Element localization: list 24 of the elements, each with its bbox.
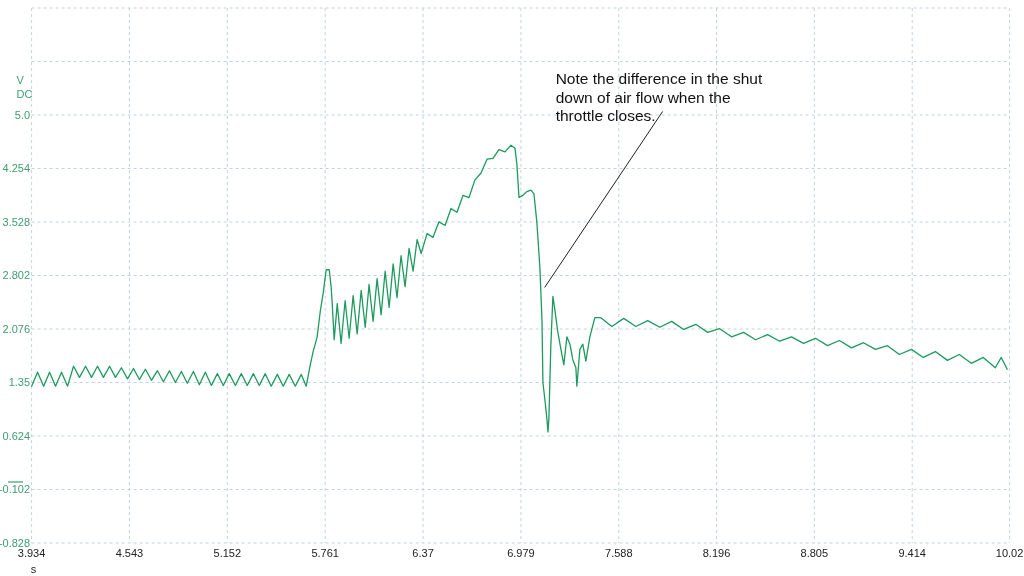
y-tick-label: 3.528 bbox=[2, 215, 31, 228]
y-tick-label: 4.254 bbox=[2, 162, 31, 175]
annotation: Note the difference in the shut down of air flow when the throttle closes. bbox=[555, 70, 763, 125]
x-tick-label: 6.979 bbox=[507, 547, 535, 559]
y-axis-title: V DC bbox=[16, 74, 33, 100]
y-tick-label: 2.802 bbox=[2, 269, 31, 282]
x-tick-label: 7.588 bbox=[605, 547, 633, 559]
x-tick-label: 6.37 bbox=[412, 547, 434, 559]
x-tick-label: 5.761 bbox=[311, 547, 339, 559]
y-tick-label: 0.624 bbox=[2, 429, 31, 442]
x-tick-label: 3.934 bbox=[17, 547, 46, 559]
x-tick-label: 9.414 bbox=[898, 547, 926, 559]
y-tick-label: -0.102 bbox=[0, 483, 31, 496]
x-tick-label: 8.805 bbox=[800, 547, 829, 559]
y-tick-label: 5.0 bbox=[14, 108, 31, 121]
x-tick-label: 10.02 bbox=[995, 547, 1024, 559]
y-tick-label: 1.35 bbox=[8, 376, 31, 389]
y-tick-label: 2.076 bbox=[2, 322, 31, 335]
x-axis-title: s bbox=[30, 563, 37, 575]
x-tick-label: 5.152 bbox=[213, 547, 242, 559]
x-tick-label: 4.543 bbox=[115, 547, 144, 559]
y-tick-label: -0.828 bbox=[0, 536, 31, 549]
x-tick-label: 8.196 bbox=[702, 547, 731, 559]
line-series bbox=[30, 144, 1008, 433]
